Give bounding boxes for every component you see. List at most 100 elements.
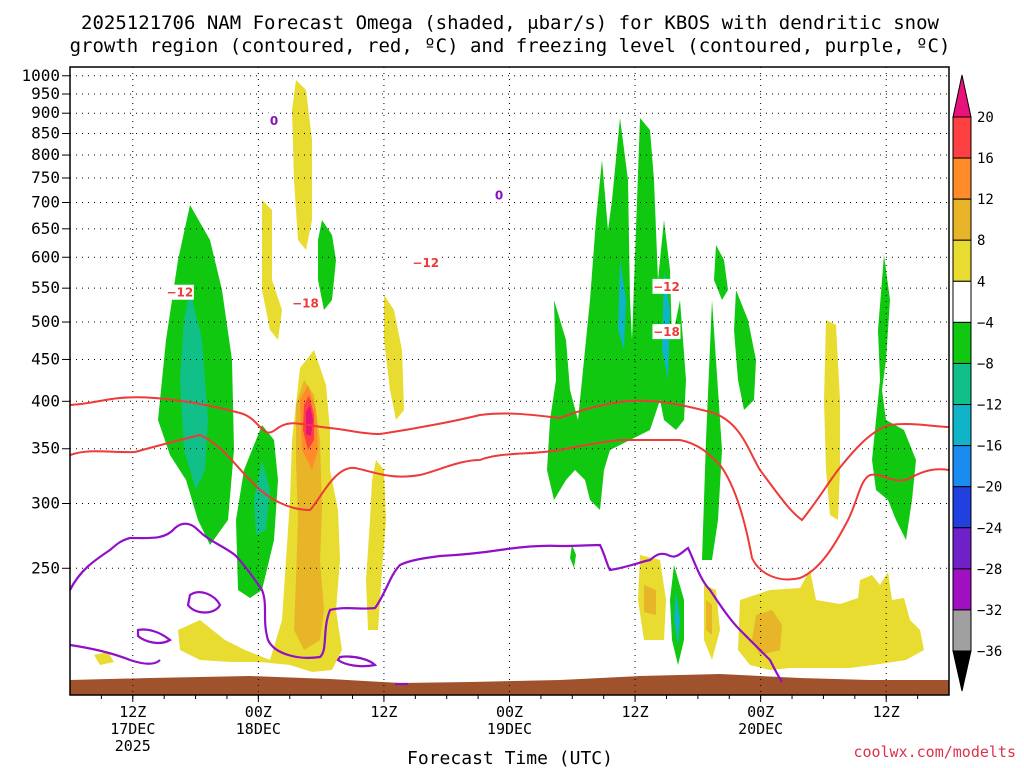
x-axis-label: Forecast Time (UTC) [407,748,613,768]
colorbar-label: −16 [977,439,1002,455]
colorbar-swatch [952,116,972,159]
omega-region-magenta [306,405,313,436]
colorbar-label: 4 [977,274,985,290]
x-tick-label: 00Z [496,703,523,721]
x-tick-label: 20DEC [738,720,783,738]
contour-label: −12 [412,256,439,270]
x-tick-label: 00Z [747,703,774,721]
colorbar-label: 8 [977,233,985,249]
colorbar-label: −24 [977,521,1002,537]
contour-zero-blob-1 [186,591,222,614]
omega-region-yellow [366,460,386,630]
y-tick-label: 1000 [21,66,60,85]
colorbar-swatch [952,198,972,241]
contour-minus12 [69,433,950,581]
omega-shading [94,80,924,672]
terrain-strip [70,674,949,695]
y-tick-label: 950 [31,84,60,103]
colorbar-swatch [952,157,972,200]
contour-label-bg [411,255,440,271]
y-tick-label: 450 [31,349,60,368]
colorbar-swatch [952,362,972,406]
y-tick-label: 600 [31,247,60,266]
x-tick-label: 12Z [119,703,146,721]
colorbar-label: −36 [977,644,1002,660]
contour-zero-blob-4 [336,655,378,668]
colorbar-over-triangle [952,74,972,118]
contour-zero-blob-3 [69,643,161,665]
contour-minus18 [69,396,950,522]
x-tick-label: 2025 [115,737,151,755]
contour-label-bg [652,324,681,340]
colorbar-swatch [952,527,972,570]
colorbar-swatch [952,609,972,652]
omega-region-teal [180,290,208,490]
omega-region-green [872,255,916,540]
credit-text: coolwx.com/modelts [853,743,1016,761]
chart-title-line-1: 2025121706 NAM Forecast Omega (shaded, μ… [81,12,939,34]
freezing-level-contours [69,522,783,686]
omega-region-yellow [94,652,114,665]
colorbar-label: −8 [977,356,994,372]
omega-region-teal [618,260,626,350]
y-tick-label: 850 [31,124,60,143]
omega-region-green [734,290,756,410]
colorbar-label: 16 [977,151,994,167]
x-tick-label: 12Z [873,703,900,721]
contour-label-bg [165,284,194,300]
colorbar-swatch [952,445,972,488]
y-tick-label: 550 [31,278,60,297]
omega-region-yellow [824,320,840,520]
y-tick-label: 700 [31,192,60,211]
y-tick-label: 750 [31,168,60,187]
colorbar: 20 16 12 8 4 −4 −8 −12 −16 −20 −24 −28 −32 −36 [952,74,1002,692]
contour-label: −18 [653,325,680,339]
y-tick-label: 500 [31,312,60,331]
omega-region-green [547,118,686,510]
contour-label: 0 [495,188,503,202]
contour-labels: −12 −18 −12 −18 −12 0 0 [165,113,681,340]
contour-label-bg [291,295,320,311]
omega-region-green [318,220,336,310]
pressure-gridlines [70,75,949,569]
contour-label-bg [493,187,506,203]
colorbar-swatch [952,404,972,447]
omega-region-gold [706,600,712,635]
omega-region-gold [644,585,656,615]
y-tick-label: 650 [31,219,60,238]
colorbar-label: 12 [977,192,994,208]
omega-region-gold [296,590,322,645]
x-tick-label: 18DEC [236,720,281,738]
colorbar-under-triangle [952,650,972,692]
colorbar-label: −12 [977,398,1002,414]
omega-region-yellow [292,80,312,250]
y-tick-label: 400 [31,391,60,410]
colorbar-label: −28 [977,562,1002,578]
omega-region-gold [752,610,782,655]
omega-region-teal [254,460,270,535]
x-tick-label: 12Z [370,703,397,721]
omega-region-green [570,545,576,568]
contour-label: 0 [270,114,278,128]
colorbar-label: −4 [977,315,994,331]
colorbar-label: 20 [977,110,994,126]
colorbar-label: −32 [977,603,1002,619]
colorbar-swatch [952,280,972,323]
chart-title-line-2: growth region (contoured, red, ºC) and f… [70,35,951,57]
contour-zero-main [69,522,783,683]
omega-region-teal [674,590,680,645]
contour-label-bg [652,278,681,294]
contour-label: −12 [166,286,193,300]
y-axis-ticks: 250 300 350 400 450 500 550 600 650 700 750 800 850 9… [21,66,70,577]
colorbar-swatch [952,239,972,282]
omega-region-yellow [738,570,924,670]
y-tick-label: 350 [31,439,60,458]
x-tick-label: 00Z [245,703,272,721]
y-tick-label: 800 [31,145,60,164]
x-tick-label: 19DEC [487,720,532,738]
omega-region-green [714,245,728,300]
x-tick-label: 12Z [622,703,649,721]
colorbar-swatch [952,486,972,529]
y-tick-label: 900 [31,103,60,122]
